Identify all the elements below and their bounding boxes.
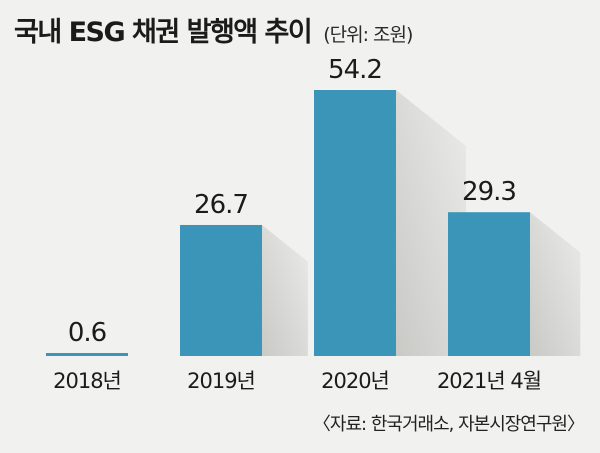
title-row: 국내 ESG 채권 발행액 추이 (단위: 조원) [14,10,413,48]
bar-shadows [262,90,581,356]
data-label: 54.2 [328,55,382,85]
unit-label: (단위: 조원) [323,24,413,46]
chart-title: 국내 ESG 채권 발행액 추이 [14,17,313,48]
bar [314,90,396,356]
bar-shadow [530,212,581,356]
data-label: 26.7 [194,190,248,220]
bar [46,353,128,356]
category-label: 2018년 [53,369,121,393]
category-labels: 2018년 2019년 2020년 2021년 4월 [53,369,542,393]
bar-shadow [262,224,308,356]
category-label: 2020년 [321,369,389,393]
category-label: 2021년 4월 [437,369,541,393]
value-labels: 0.6 26.7 54.2 29.3 [68,55,517,348]
category-label: 2019년 [187,369,255,393]
bar [180,224,262,356]
data-label: 0.6 [68,318,106,348]
bar [448,212,530,356]
bars [46,90,530,356]
source-note: 〈자료: 한국거래소, 자본시장연구원〉 [312,414,585,435]
data-label: 29.3 [462,177,516,207]
